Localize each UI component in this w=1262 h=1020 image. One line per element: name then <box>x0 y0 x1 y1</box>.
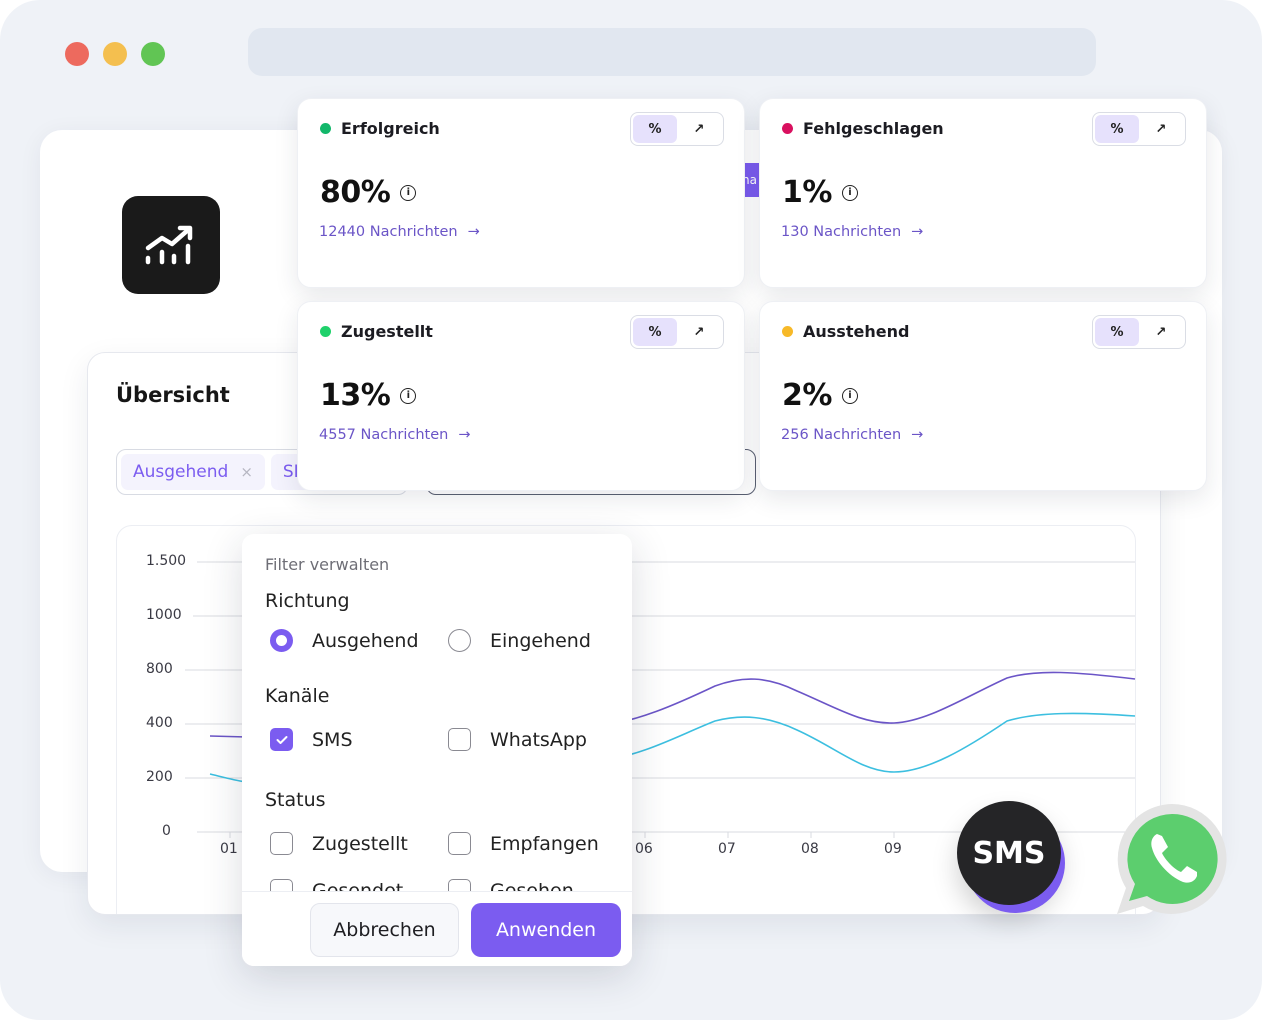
messages-link[interactable]: 12440 Nachrichten → <box>319 224 480 240</box>
cancel-button[interactable]: Abbrechen <box>310 903 459 957</box>
checkbox-zugestellt[interactable]: Zugestellt <box>270 832 408 855</box>
option-label: Empfangen <box>490 832 599 855</box>
arrow-right-icon: → <box>458 427 471 443</box>
status-dot-icon <box>320 326 331 337</box>
stat-label: Zugestellt <box>341 322 433 341</box>
info-icon[interactable]: i <box>400 184 417 201</box>
y-tick: 1000 <box>146 607 182 623</box>
y-tick: 800 <box>146 661 173 677</box>
y-tick: 400 <box>146 715 173 731</box>
percent-toggle-button[interactable]: % <box>1095 115 1139 143</box>
minimize-window-button[interactable] <box>103 42 127 66</box>
radio-eingehend[interactable]: Eingehend <box>448 629 591 652</box>
stat-label: Ausstehend <box>803 322 910 341</box>
arrow-right-icon: → <box>911 427 924 443</box>
channels-section-label: Kanäle <box>265 685 330 707</box>
chip-label: Ausgehend <box>133 462 229 482</box>
maximize-window-button[interactable] <box>141 42 165 66</box>
messages-link[interactable]: 130 Nachrichten → <box>781 224 923 240</box>
messages-link-label: 256 Nachrichten <box>781 427 902 443</box>
stat-card-ausstehend: Ausstehend % ↗ 2% i 256 Nachrichten → <box>759 301 1207 491</box>
address-bar[interactable] <box>248 28 1096 76</box>
partial-tab[interactable]: ha <box>740 163 760 197</box>
x-tick: 08 <box>801 841 819 857</box>
percent-toggle-button[interactable]: % <box>633 318 677 346</box>
radio-unchecked-icon[interactable] <box>448 629 471 652</box>
filter-chip-ausgehend[interactable]: Ausgehend × <box>121 454 265 490</box>
arrow-right-icon: → <box>467 224 480 240</box>
x-tick: 01 <box>220 841 238 857</box>
option-label: Ausgehend <box>312 629 419 652</box>
stat-value: 1% <box>782 175 832 210</box>
apply-button[interactable]: Anwenden <box>471 903 621 957</box>
arrow-right-icon: → <box>911 224 924 240</box>
stat-card-erfolgreich: Erfolgreich % ↗ 80% i 12440 Nachrichten → <box>297 98 745 288</box>
filter-dialog: Filter verwalten Richtung Ausgehend Eing… <box>242 534 632 966</box>
stat-card-fehlgeschlagen: Fehlgeschlagen % ↗ 1% i 130 Nachrichten → <box>759 98 1207 288</box>
partial-tab-label: ha <box>742 173 757 187</box>
checkbox-unchecked-icon[interactable] <box>448 832 471 855</box>
stat-label: Fehlgeschlagen <box>803 119 944 138</box>
filter-dialog-footer: Abbrechen Anwenden <box>242 891 632 966</box>
view-toggle: % ↗ <box>1092 315 1186 349</box>
percent-toggle-button[interactable]: % <box>1095 318 1139 346</box>
option-label: WhatsApp <box>490 728 587 751</box>
status-dot-icon <box>782 123 793 134</box>
info-icon[interactable]: i <box>841 184 858 201</box>
view-toggle: % ↗ <box>630 315 724 349</box>
status-dot-icon <box>320 123 331 134</box>
trend-toggle-button[interactable]: ↗ <box>693 324 705 340</box>
x-tick: 09 <box>884 841 902 857</box>
checkbox-unchecked-icon[interactable] <box>270 832 293 855</box>
view-toggle: % ↗ <box>1092 112 1186 146</box>
messages-link-label: 12440 Nachrichten <box>319 224 458 240</box>
remove-icon[interactable]: × <box>240 463 253 481</box>
stat-label: Erfolgreich <box>341 119 440 138</box>
stat-value: 2% <box>782 378 832 413</box>
status-dot-icon <box>782 326 793 337</box>
overview-title: Übersicht <box>116 383 230 407</box>
stat-card-zugestellt: Zugestellt % ↗ 13% i 4557 Nachrichten → <box>297 301 745 491</box>
trend-toggle-button[interactable]: ↗ <box>1155 324 1167 340</box>
analytics-logo <box>122 196 220 294</box>
option-label: Zugestellt <box>312 832 408 855</box>
messages-link-label: 130 Nachrichten <box>781 224 902 240</box>
option-label: Eingehend <box>490 629 591 652</box>
option-label: SMS <box>312 728 353 751</box>
status-section-label: Status <box>265 789 326 811</box>
radio-ausgehend[interactable]: Ausgehend <box>270 629 419 652</box>
whatsapp-icon <box>1117 804 1227 914</box>
active-filters[interactable]: Ausgehend × SI <box>116 449 408 495</box>
messages-link[interactable]: 256 Nachrichten → <box>781 427 923 443</box>
checkbox-checked-icon[interactable] <box>270 728 293 751</box>
info-icon[interactable]: i <box>841 387 858 404</box>
x-tick: 07 <box>718 841 736 857</box>
checkbox-unchecked-icon[interactable] <box>448 728 471 751</box>
checkbox-whatsapp[interactable]: WhatsApp <box>448 728 587 751</box>
radio-checked-icon[interactable] <box>270 629 293 652</box>
sms-channel-badge: SMS <box>957 801 1061 905</box>
trend-toggle-button[interactable]: ↗ <box>693 121 705 137</box>
trend-toggle-button[interactable]: ↗ <box>1155 121 1167 137</box>
chip-label: SI <box>282 462 299 482</box>
percent-toggle-button[interactable]: % <box>633 115 677 143</box>
x-tick: 06 <box>635 841 653 857</box>
y-tick: 0 <box>162 823 171 839</box>
stat-value: 80% <box>320 175 391 210</box>
view-toggle: % ↗ <box>630 112 724 146</box>
trending-up-bar-chart-icon <box>145 225 193 265</box>
filter-dialog-title: Filter verwalten <box>265 555 390 574</box>
checkbox-empfangen[interactable]: Empfangen <box>448 832 599 855</box>
checkmark-icon <box>276 735 287 744</box>
messages-link-label: 4557 Nachrichten <box>319 427 449 443</box>
direction-section-label: Richtung <box>265 590 350 612</box>
messages-link[interactable]: 4557 Nachrichten → <box>319 427 471 443</box>
y-tick: 200 <box>146 769 173 785</box>
checkbox-sms[interactable]: SMS <box>270 728 353 751</box>
close-window-button[interactable] <box>65 42 89 66</box>
sms-badge-label: SMS <box>972 835 1046 871</box>
y-tick: 1.500 <box>146 553 187 569</box>
stat-value: 13% <box>320 378 391 413</box>
info-icon[interactable]: i <box>400 387 417 404</box>
